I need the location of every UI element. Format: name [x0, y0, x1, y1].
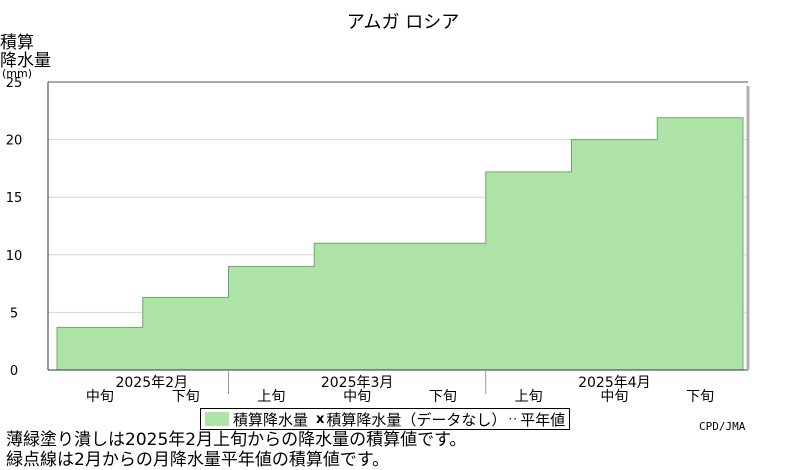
bar	[400, 243, 487, 370]
bar	[314, 243, 401, 370]
axes	[47, 81, 750, 371]
bar	[228, 266, 315, 370]
y-axis-label-line2: 降水量	[0, 51, 51, 71]
legend-marker-no-data: x	[316, 411, 325, 427]
y-axis-label-line1: 積算	[0, 33, 34, 53]
y-axis-label-unit: (mm)	[2, 67, 32, 80]
x-group-label-month: 2025年2月	[115, 375, 188, 391]
y-tick-label: 20	[6, 134, 23, 149]
note-line-2: 緑点線は2月からの月降水量平年値の積算値です。	[6, 450, 390, 470]
x-tick-label-dekad: 下旬	[686, 389, 714, 405]
legend-dotted-line-icon: ··	[508, 412, 519, 426]
note-line-1: 薄緑塗り潰しは2025年2月上旬からの降水量の積算値です。	[6, 430, 467, 450]
bar	[485, 171, 572, 370]
x-tick-label-dekad: 中旬	[86, 389, 114, 405]
y-tick-labels: 0 5 10 15 20 25	[6, 76, 23, 379]
y-tick-label: 5	[10, 306, 18, 321]
legend-swatch-accumulated	[205, 412, 229, 426]
bar	[571, 139, 658, 370]
chart-title: アムガ ロシア	[347, 12, 459, 33]
legend-entry-no-data: 積算降水量（データなし）	[326, 410, 507, 429]
x-tick-label-dekad: 上旬	[515, 389, 543, 405]
x-tick-label-dekad: 中旬	[600, 389, 628, 405]
y-tick-label: 0	[10, 364, 18, 379]
bar	[657, 117, 744, 370]
x-tick-label-dekad: 上旬	[257, 389, 285, 405]
bar	[142, 297, 229, 370]
y-tick-label: 15	[6, 191, 23, 206]
y-tick-label: 10	[6, 249, 23, 264]
legend-entry-accumulated: 積算降水量	[233, 410, 309, 429]
x-group-label-month: 2025年3月	[321, 375, 394, 391]
y-tick-label: 25	[6, 76, 23, 91]
legend-entry-normal: 平年値	[520, 410, 566, 429]
bar-outline	[56, 117, 744, 370]
bar	[57, 327, 144, 370]
bar-series	[56, 117, 744, 370]
x-tick-label-dekad: 下旬	[429, 389, 457, 405]
x-tick-label-dekad: 中旬	[343, 389, 371, 405]
x-tick-label-dekad: 下旬	[172, 389, 200, 405]
x-group-label-month: 2025年4月	[578, 375, 651, 391]
legend: 積算降水量 x 積算降水量（データなし） ·· 平年値	[200, 408, 571, 430]
credit: CPD/JMA	[699, 420, 746, 433]
